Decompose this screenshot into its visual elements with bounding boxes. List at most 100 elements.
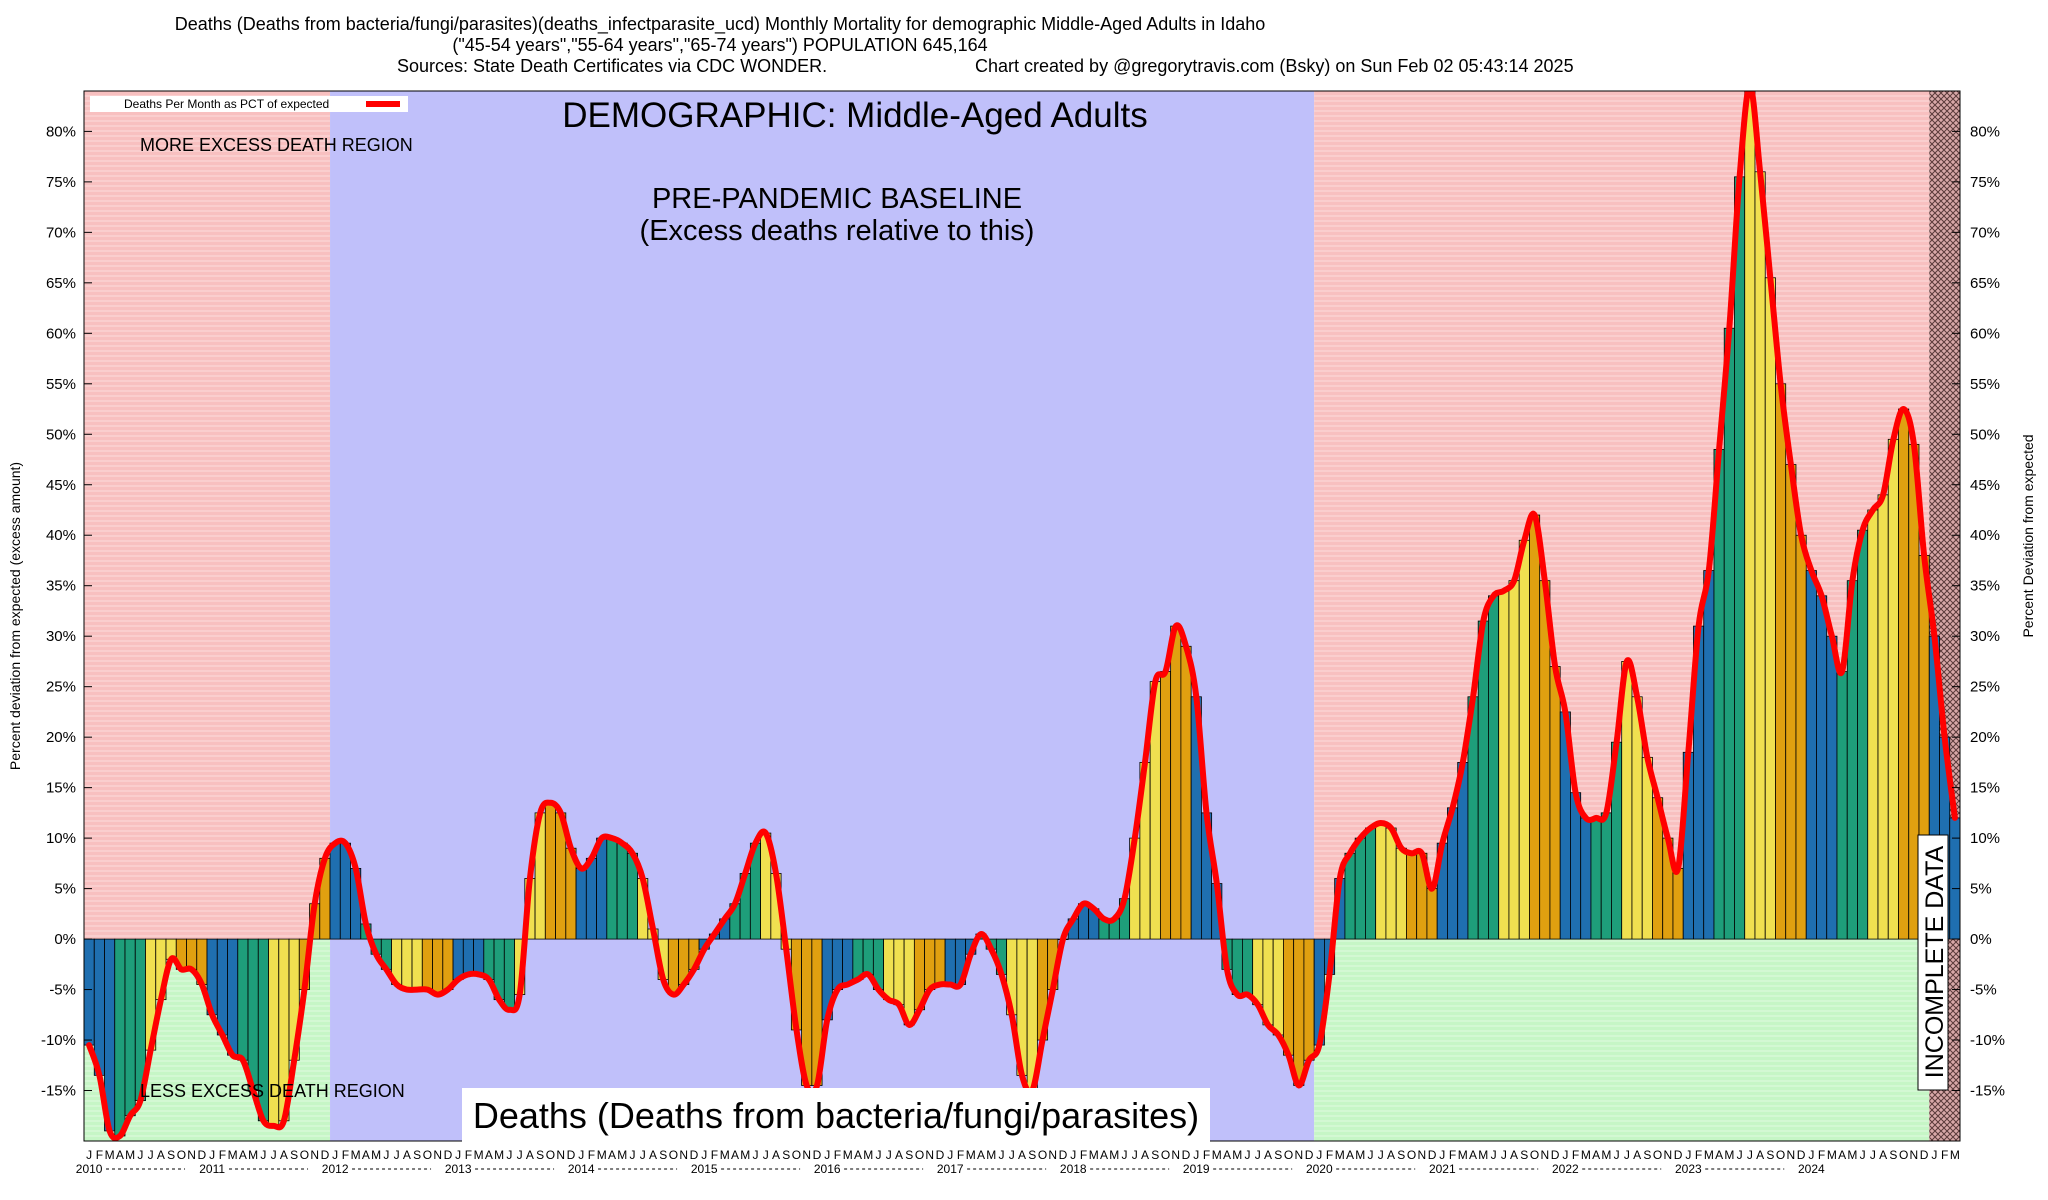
y-tick-label-right: 65% [1970,275,2000,292]
chart-credit: Chart created by @gregorytravis.com (Bsk… [975,56,1574,76]
x-tick-month: M [1335,1148,1345,1162]
x-tick-month: O [1530,1148,1539,1162]
bar [1723,327,1735,940]
more-excess-region-left [84,91,331,940]
bar [114,938,126,1137]
incomplete-label-box [1917,834,1949,1091]
less-excess-label: LESS EXCESS DEATH REGION [140,1081,405,1101]
x-tick-month: J [1624,1148,1630,1162]
x-tick-month: A [608,1148,616,1162]
x-tick-month: F [1080,1148,1087,1162]
x-tick-month: J [86,1148,92,1162]
bar [1344,852,1356,940]
bar [503,938,515,1011]
x-tick-month: J [1368,1148,1374,1162]
y-tick-label-left: 50% [46,426,76,443]
x-tick-month: N [802,1148,811,1162]
x-tick-month: D [1182,1148,1191,1162]
bar [893,938,905,1006]
x-tick-month: M [843,1148,853,1162]
bar [432,938,444,996]
bar [1887,438,1899,940]
bar [1867,509,1879,940]
bar [616,842,628,940]
x-tick-month: A [1510,1148,1518,1162]
x-tick-month: J [1501,1148,1507,1162]
x-tick-month: A [280,1148,288,1162]
x-tick-month: F [1695,1148,1702,1162]
bar [1498,590,1510,940]
x-tick-month: M [1847,1148,1857,1162]
x-tick-month: D [1059,1148,1068,1162]
x-tick-month: D [1674,1148,1683,1162]
bar [1518,539,1530,940]
x-tick-month: D [444,1148,453,1162]
x-tick-month: A [1469,1148,1477,1162]
bar [924,938,936,990]
bar [1785,464,1797,940]
y-tick-label-left: 25% [46,679,76,696]
bar [1477,620,1489,940]
x-tick-month: D [690,1148,699,1162]
x-tick-month: A [649,1148,657,1162]
bar [329,842,341,940]
x-tick-year: 2023 [1675,1162,1702,1176]
x-tick-month: N [1048,1148,1057,1162]
bar [1529,514,1541,940]
x-tick-month: J [629,1148,635,1162]
bar [1754,171,1766,940]
x-tick-month: D [936,1148,945,1162]
x-tick-month: J [148,1148,154,1162]
x-tick-month: O [792,1148,801,1162]
bar [1877,494,1889,940]
x-tick-month: J [1931,1148,1937,1162]
incomplete-label: INCOMPLETE DATA [1921,845,1949,1078]
x-tick-month: J [1614,1148,1620,1162]
bar [831,938,844,990]
x-tick-month: S [1889,1148,1897,1162]
x-tick-month: M [617,1148,627,1162]
x-tick-month: N [1540,1148,1549,1162]
x-tick-month: A [1387,1148,1395,1162]
x-tick-month: O [1899,1148,1908,1162]
legend-box [90,96,408,112]
x-tick-month: J [1316,1148,1322,1162]
y-tick-label-right: 80% [1970,123,2000,140]
y-tick-label-right: 40% [1970,527,2000,544]
bar [1293,938,1305,1086]
bar [1303,938,1315,1061]
x-tick-month: D [1551,1148,1560,1162]
x-tick-month: F [465,1148,472,1162]
bar [473,938,485,975]
x-tick-month: S [1643,1148,1651,1162]
x-tick-month: J [1685,1148,1691,1162]
x-tick-month: N [433,1148,442,1162]
x-tick-year: 2013 [445,1162,472,1176]
y-tick-label-left: 65% [46,275,76,292]
bar [544,802,556,940]
x-tick-month: D [1920,1148,1929,1162]
bar [883,938,895,1001]
bar [1734,176,1746,940]
y-tick-label-right: 0% [1970,931,1992,948]
x-tick-month: A [1592,1148,1600,1162]
y-tick-label-left: -15% [41,1083,76,1100]
bar [1764,277,1776,940]
x-tick-month: D [567,1148,576,1162]
x-tick-year: 2021 [1429,1162,1456,1176]
x-tick-month: A [1141,1148,1149,1162]
bar [596,837,608,940]
x-tick-month: N [1294,1148,1303,1162]
x-tick-month: J [1070,1148,1076,1162]
x-tick-month: J [1439,1148,1445,1162]
bar [237,938,249,1061]
bar [1365,827,1377,940]
x-tick-month: J [1870,1148,1876,1162]
y-tick-label-left: 45% [46,477,76,494]
y-tick-label-right: -10% [1970,1032,2005,1049]
x-tick-month: A [895,1148,903,1162]
x-tick-month: A [977,1148,985,1162]
x-tick-month: O [177,1148,186,1162]
y-tick-label-left: 20% [46,729,76,746]
y-tick-label-left: -5% [49,982,76,999]
